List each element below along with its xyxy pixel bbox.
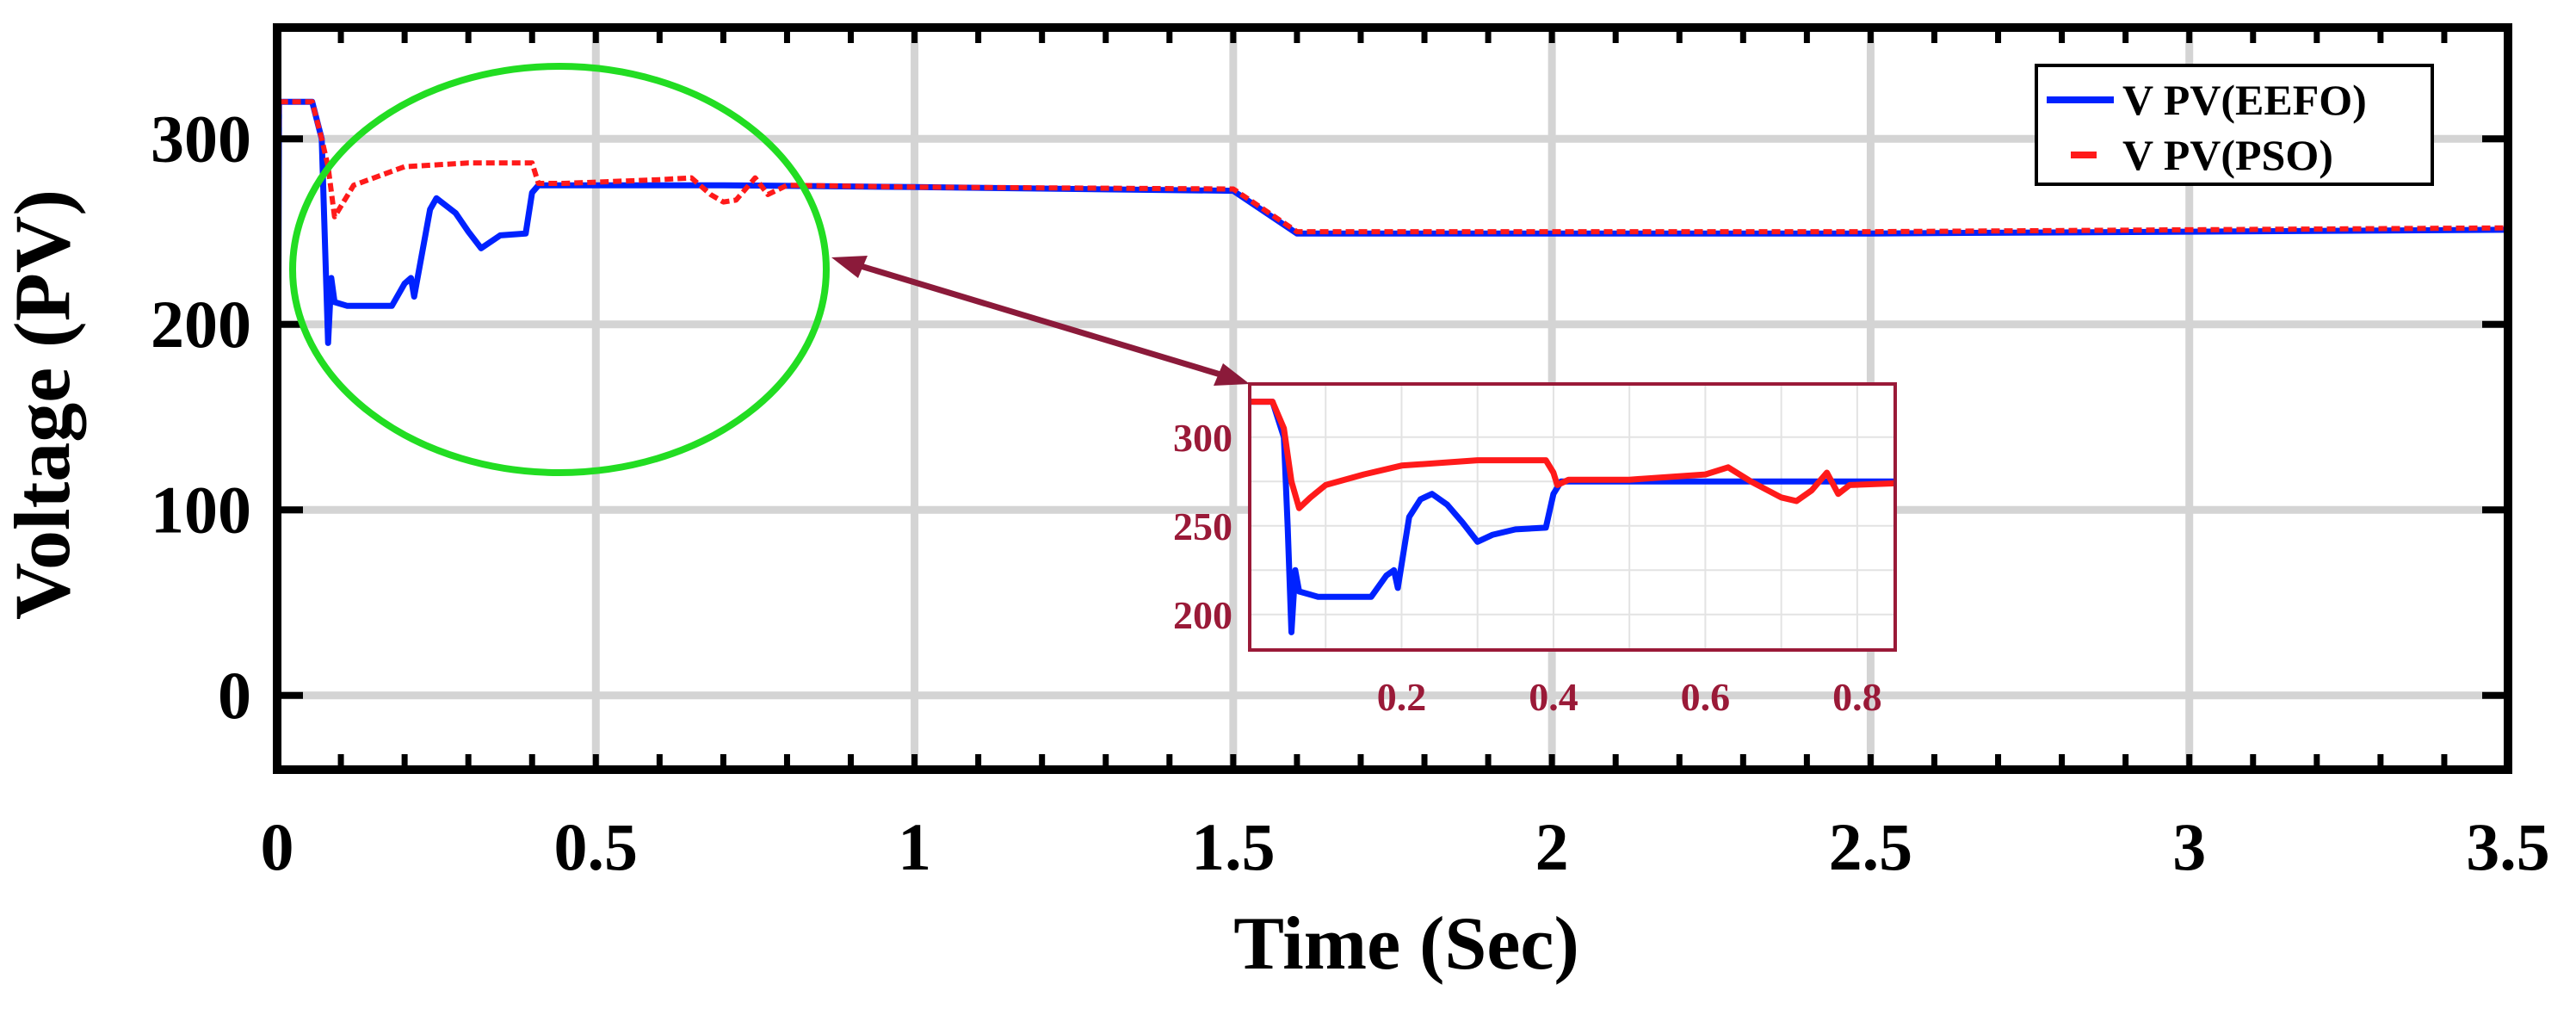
x-tick-label: 2 xyxy=(1535,809,1569,884)
y-tick-label: 300 xyxy=(151,101,251,176)
y-tick-label: 200 xyxy=(151,287,251,362)
zoom-arrow-head-right xyxy=(1214,363,1250,386)
x-tick-label: 1 xyxy=(898,809,931,884)
x-tick-label: 2.5 xyxy=(1829,809,1913,884)
legend-label: V PV(EEFO) xyxy=(2122,76,2367,124)
inset-y-tick-label: 200 xyxy=(1173,593,1232,637)
inset-x-tick-label: 0.2 xyxy=(1377,675,1427,719)
inset-x-tick-label: 0.8 xyxy=(1832,675,1882,719)
y-axis-label: Voltage (PV) xyxy=(0,189,86,620)
zoom-arrow-shaft xyxy=(850,260,1231,381)
legend-label: V PV(PSO) xyxy=(2122,131,2333,179)
plot-frame xyxy=(273,23,2512,774)
inset-series-line-pso xyxy=(1250,399,1896,511)
inset-x-tick-label: 0.6 xyxy=(1681,675,1731,719)
series-line-pso xyxy=(275,99,2509,696)
x-tick-label: 0 xyxy=(261,809,294,884)
x-axis-label: Time (Sec) xyxy=(1233,902,1579,986)
legend-box xyxy=(2035,64,2434,186)
inset-y-tick-label: 300 xyxy=(1173,416,1232,460)
inset-frame xyxy=(1248,382,1897,652)
zoom-arrow-head-left xyxy=(831,256,868,278)
x-tick-label: 3 xyxy=(2172,809,2206,884)
zoom-region-ellipse xyxy=(289,63,830,476)
inset-y-tick-label: 250 xyxy=(1173,504,1232,548)
x-tick-label: 1.5 xyxy=(1191,809,1276,884)
x-tick-label: 0.5 xyxy=(554,809,639,884)
y-tick-label: 100 xyxy=(151,472,251,547)
inset-background xyxy=(1250,384,1895,650)
x-tick-label: 3.5 xyxy=(2466,809,2550,884)
zoom-arrow xyxy=(831,256,1250,386)
inset-x-tick-label: 0.4 xyxy=(1529,675,1578,719)
y-tick-label: 0 xyxy=(218,658,251,733)
